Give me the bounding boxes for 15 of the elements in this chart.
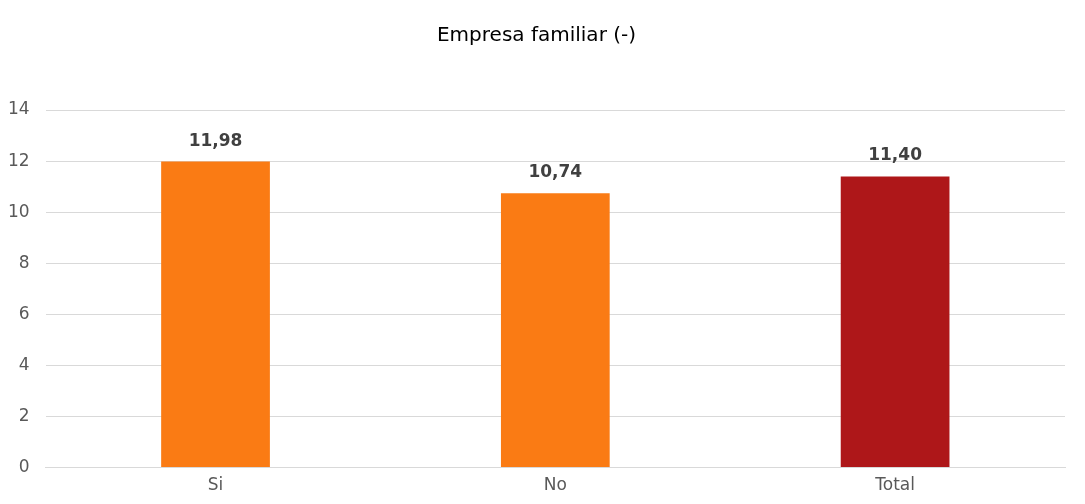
x-tick-label: No [543, 474, 567, 495]
data-label: 11,40 [868, 144, 923, 165]
x-tick-label: Si [207, 474, 224, 495]
data-label: 10,74 [528, 161, 583, 182]
y-tick-label: 6 [18, 302, 30, 323]
y-tick-label: 8 [18, 251, 30, 272]
y-tick-label: 14 [7, 98, 30, 119]
data-label: 11,98 [188, 129, 243, 150]
x-tick-label: Total [874, 474, 915, 495]
y-tick-label: 0 [18, 456, 30, 477]
y-tick-label: 12 [7, 149, 30, 170]
y-tick-label: 4 [18, 353, 30, 374]
y-tick-label: 2 [18, 404, 30, 425]
y-tick-label: 10 [7, 200, 30, 221]
chart-title: Empresa familiar (-) [436, 22, 637, 47]
